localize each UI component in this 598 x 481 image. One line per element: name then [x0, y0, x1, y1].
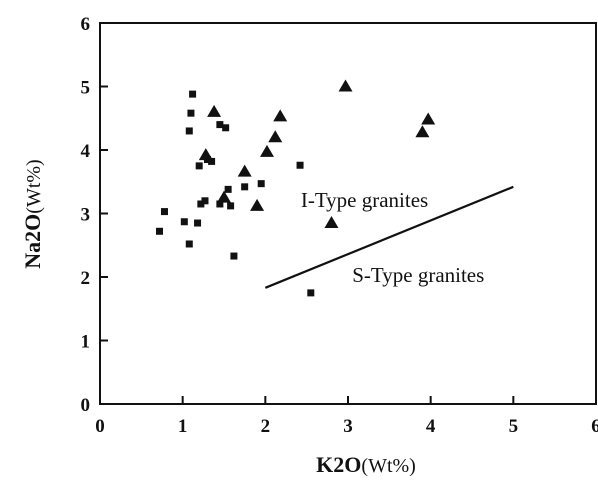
boundary-line [264, 185, 514, 289]
annotation-s-type: S-Type granites [352, 263, 484, 287]
square-point-15 [222, 124, 230, 132]
x-tick-label-2: 2 [261, 416, 271, 437]
square-point-10 [201, 197, 209, 205]
plot-frame [99, 22, 597, 405]
square-point-12 [208, 157, 216, 165]
square-point-20 [257, 180, 265, 188]
x-tick-label-1: 1 [178, 416, 188, 437]
x-tick-label-3: 3 [343, 416, 353, 437]
square-point-19 [241, 183, 249, 191]
x-tick-label-6: 6 [591, 416, 598, 437]
square-point-16 [224, 185, 232, 193]
square-point-7 [194, 219, 202, 227]
x-axis-title-unit: (Wt%) [361, 455, 415, 477]
square-point-18 [230, 252, 238, 260]
annotation-i-type: I-Type granites [301, 188, 428, 212]
square-point-8 [195, 162, 203, 170]
x-tick-label-4: 4 [426, 416, 436, 437]
square-point-9 [197, 200, 205, 208]
square-point-17 [227, 202, 235, 210]
y-tick-label-5: 5 [81, 78, 91, 99]
y-axis-title-main: Na2O [20, 214, 45, 269]
y-axis-title-unit: (Wt%) [23, 159, 45, 213]
square-point-0 [156, 227, 164, 235]
y-axis-title: Na2O(Wt%) [20, 159, 45, 268]
triangle-point-2 [217, 190, 231, 203]
square-point-22 [307, 289, 315, 297]
square-point-4 [185, 127, 193, 135]
square-point-21 [296, 161, 304, 169]
triangle-point-3 [237, 164, 252, 177]
points-layer [156, 79, 436, 297]
y-tick-label-1: 1 [81, 332, 91, 353]
square-point-5 [187, 109, 195, 117]
triangle-point-0 [198, 148, 213, 161]
triangle-point-10 [415, 125, 430, 138]
y-tick-label-6: 6 [81, 14, 91, 35]
square-point-3 [185, 240, 193, 248]
tick-labels-layer: 0 1 2 3 4 5 6 0 1 2 3 4 5 6 [81, 14, 598, 437]
triangle-point-5 [259, 144, 274, 157]
x-axis-title-main: K2O [316, 452, 361, 477]
triangle-point-6 [268, 130, 283, 143]
triangle-point-11 [421, 112, 436, 125]
triangle-point-7 [273, 109, 288, 122]
triangle-point-1 [207, 104, 222, 117]
square-point-2 [180, 218, 188, 226]
y-tick-label-3: 3 [81, 205, 91, 226]
y-tick-label-2: 2 [81, 268, 91, 289]
x-axis-title: K2O(Wt%) [316, 452, 416, 477]
ticks-layer [99, 22, 597, 405]
square-point-6 [189, 90, 197, 98]
y-tick-label-4: 4 [81, 141, 91, 162]
annotations-layer: I-Type granites S-Type granites [301, 188, 484, 287]
y-tick-label-0: 0 [81, 395, 91, 416]
triangle-point-9 [338, 79, 353, 92]
square-point-14 [216, 121, 224, 129]
x-tick-label-0: 0 [95, 416, 105, 437]
x-tick-label-5: 5 [509, 416, 519, 437]
triangle-point-4 [250, 198, 265, 211]
triangle-point-8 [324, 216, 339, 229]
square-point-13 [216, 200, 224, 208]
square-point-1 [160, 208, 168, 216]
